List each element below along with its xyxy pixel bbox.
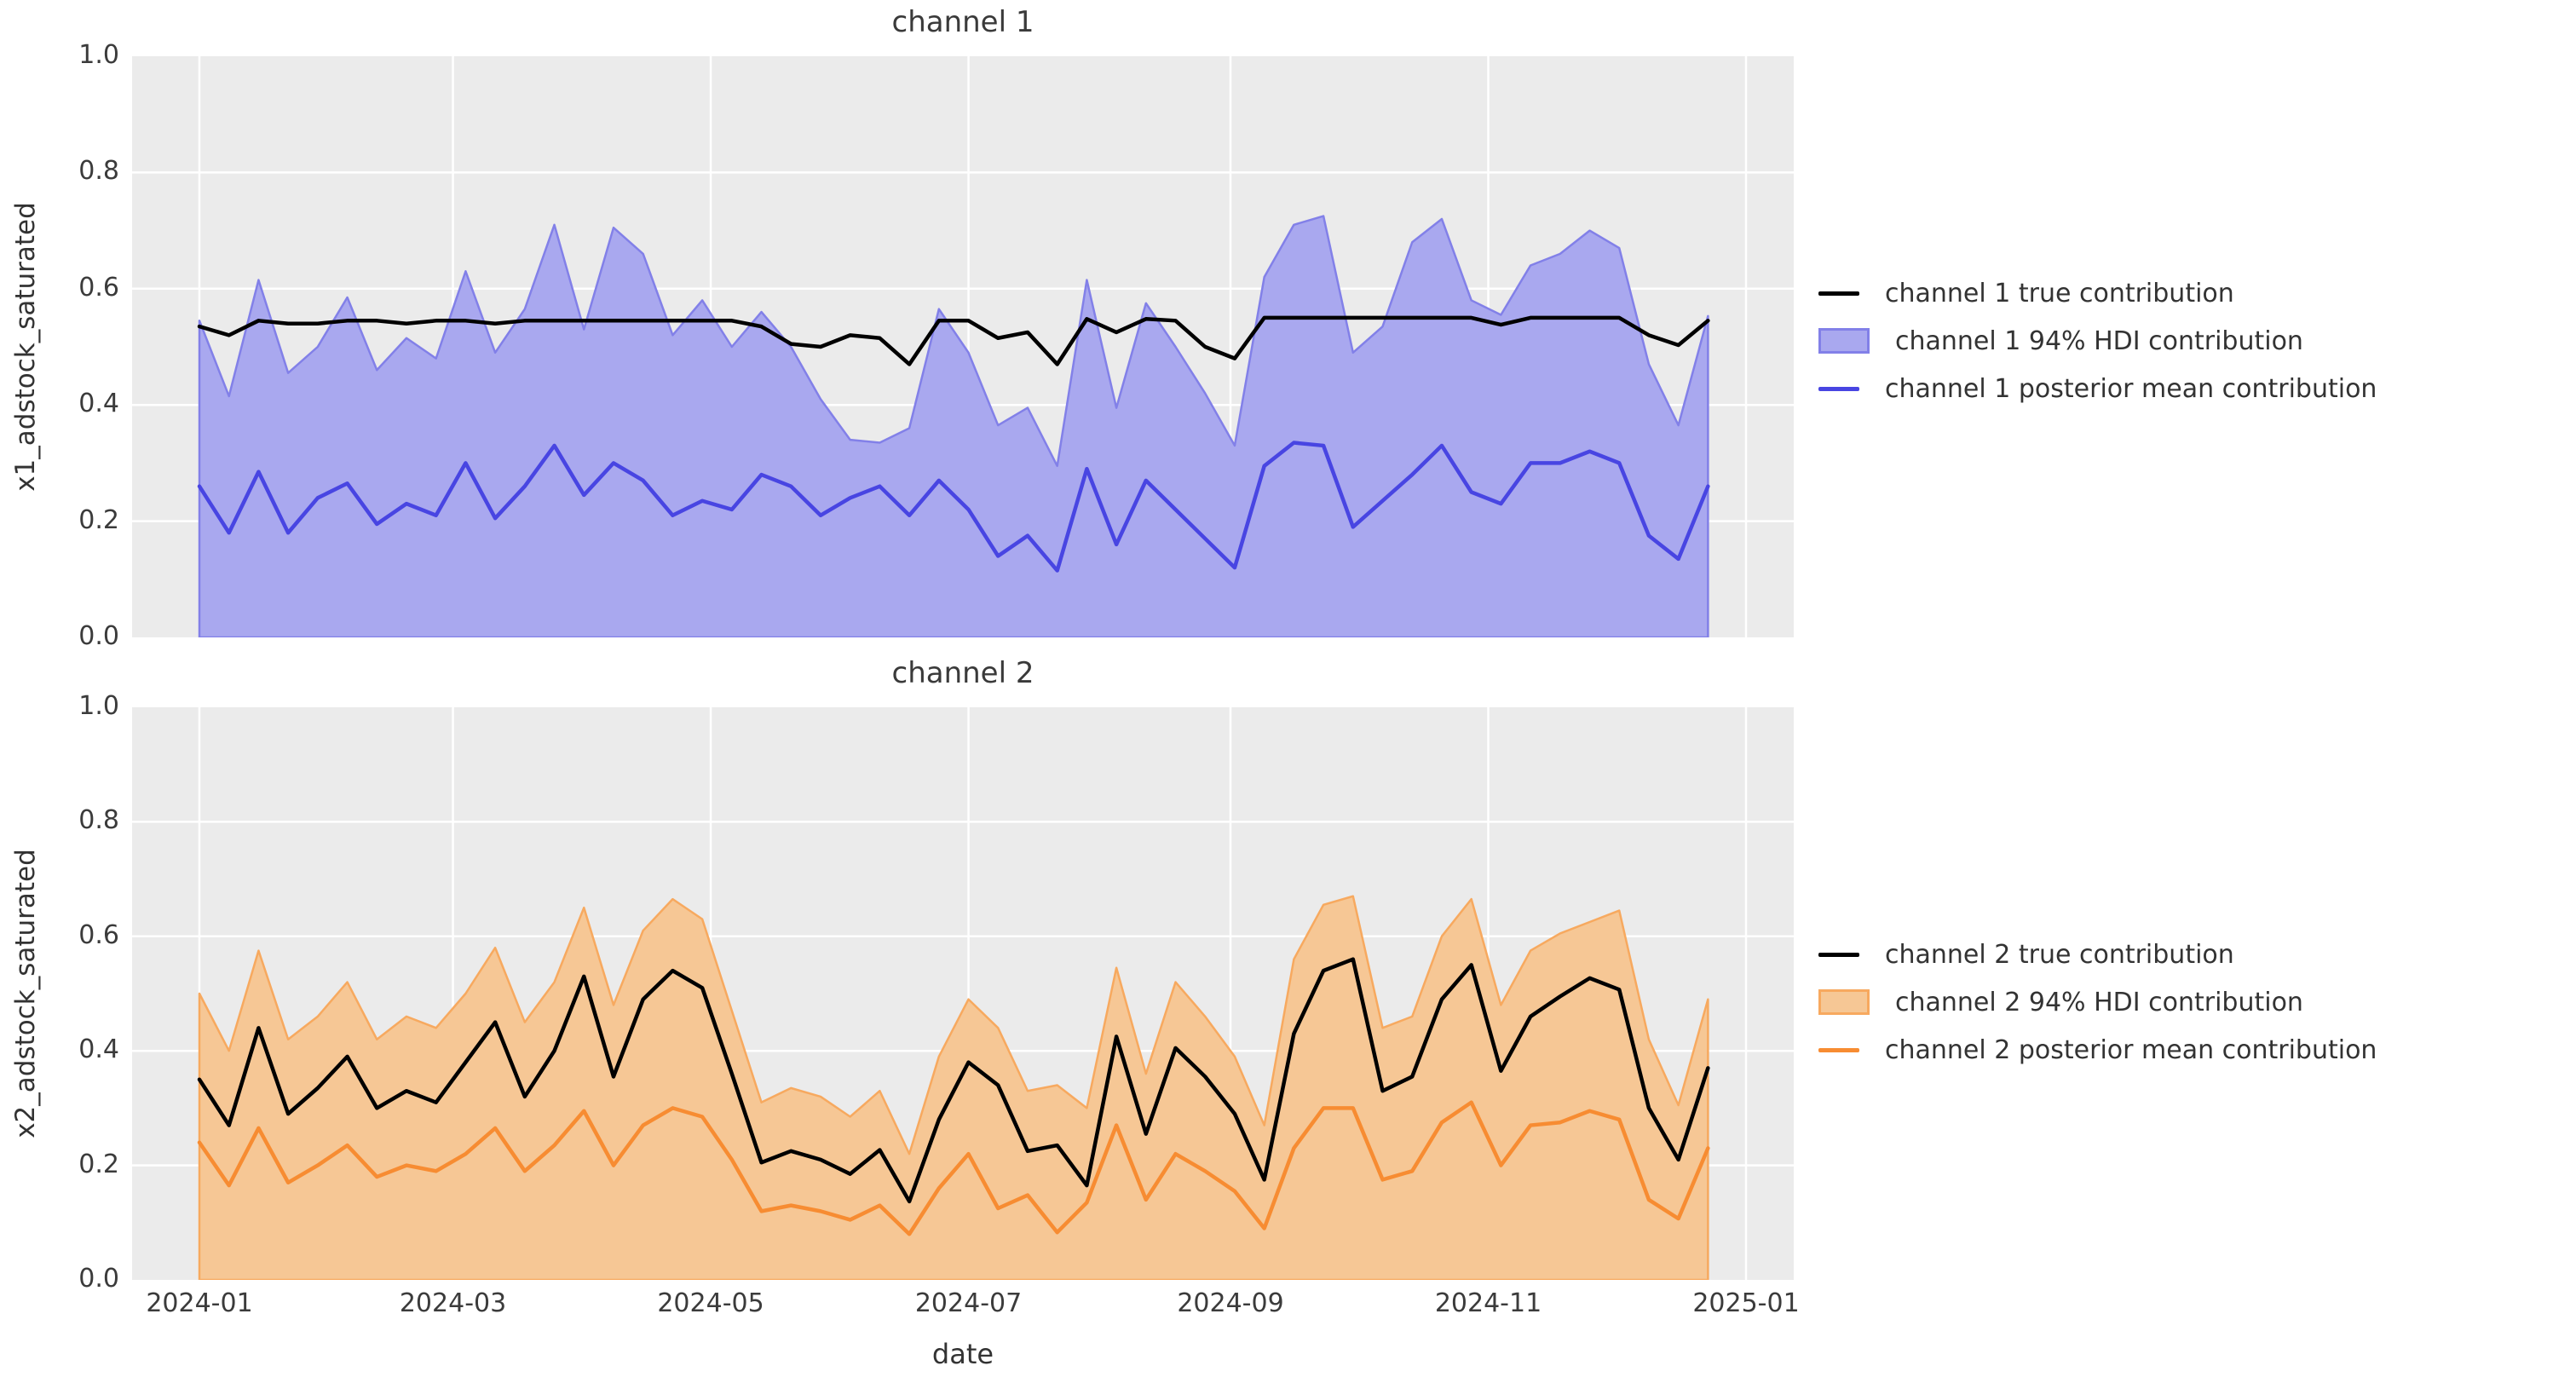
black-line-swatch xyxy=(1818,952,1859,957)
legend-item-true: channel 1 true contribution xyxy=(1818,269,2377,317)
channel-1-legend: channel 1 true contribution channel 1 94… xyxy=(1818,269,2377,412)
y-tick-label: 1.0 xyxy=(78,691,119,721)
chart2-title: channel 2 xyxy=(891,656,1034,690)
x-tick-label: 2024-05 xyxy=(657,1288,764,1318)
y-tick-label: 0.8 xyxy=(78,156,119,187)
legend-label: channel 1 posterior mean contribution xyxy=(1885,373,2377,404)
hdi-patch-swatch xyxy=(1818,328,1870,354)
channel-1-chart-svg xyxy=(132,56,1794,637)
legend-item-posterior-mean: channel 2 posterior mean contribution xyxy=(1818,1026,2377,1074)
chart2-y-axis-label: x2_adstock_saturated xyxy=(10,849,41,1138)
posterior-mean-line xyxy=(197,441,1710,573)
hdi-patch-swatch xyxy=(1818,989,1870,1015)
legend-item-hdi: channel 2 94% HDI contribution xyxy=(1818,978,2377,1026)
y-tick-label: 0.0 xyxy=(78,1264,119,1294)
blue-line-swatch xyxy=(1818,386,1859,391)
y-tick-label: 0.4 xyxy=(78,1034,119,1065)
x-tick-label: 2024-01 xyxy=(146,1288,253,1318)
x-tick-label: 2024-09 xyxy=(1177,1288,1284,1318)
legend-label: channel 1 94% HDI contribution xyxy=(1895,326,2303,356)
channel-2-legend: channel 2 true contribution channel 2 94… xyxy=(1818,931,2377,1074)
black-line-swatch xyxy=(1818,291,1859,296)
y-tick-label: 0.2 xyxy=(78,504,119,535)
y-tick-label: 0.8 xyxy=(78,805,119,836)
legend-label: channel 2 true contribution xyxy=(1885,939,2234,970)
x-tick-label: 2024-07 xyxy=(914,1288,1023,1318)
legend-label: channel 1 true contribution xyxy=(1885,278,2234,308)
channel-2-chart-svg xyxy=(132,707,1794,1280)
x-tick-label: 2024-03 xyxy=(399,1288,507,1318)
legend-item-posterior-mean: channel 1 posterior mean contribution xyxy=(1818,365,2377,412)
y-tick-label: 0.6 xyxy=(78,272,119,303)
x-tick-label: 2024-11 xyxy=(1434,1288,1542,1318)
legend-item-hdi: channel 1 94% HDI contribution xyxy=(1818,317,2377,365)
y-tick-label: 0.6 xyxy=(78,919,119,950)
true-contribution-line xyxy=(197,957,1710,1204)
chart1-y-axis-label: x1_adstock_saturated xyxy=(10,202,41,492)
y-tick-label: 0.0 xyxy=(78,621,119,651)
posterior-mean-line xyxy=(197,1100,1710,1236)
legend-label: channel 2 94% HDI contribution xyxy=(1895,987,2303,1017)
y-tick-label: 1.0 xyxy=(78,40,119,70)
chart1-title: channel 1 xyxy=(891,5,1034,39)
legend-item-true: channel 2 true contribution xyxy=(1818,931,2377,978)
x-tick-label: 2025-01 xyxy=(1692,1288,1800,1318)
true-contribution-line xyxy=(197,315,1710,366)
orange-line-swatch xyxy=(1818,1047,1859,1052)
y-tick-label: 0.4 xyxy=(78,389,119,419)
legend-label: channel 2 posterior mean contribution xyxy=(1885,1034,2377,1065)
x-axis-label: date xyxy=(931,1338,994,1370)
y-tick-label: 0.2 xyxy=(78,1149,119,1179)
